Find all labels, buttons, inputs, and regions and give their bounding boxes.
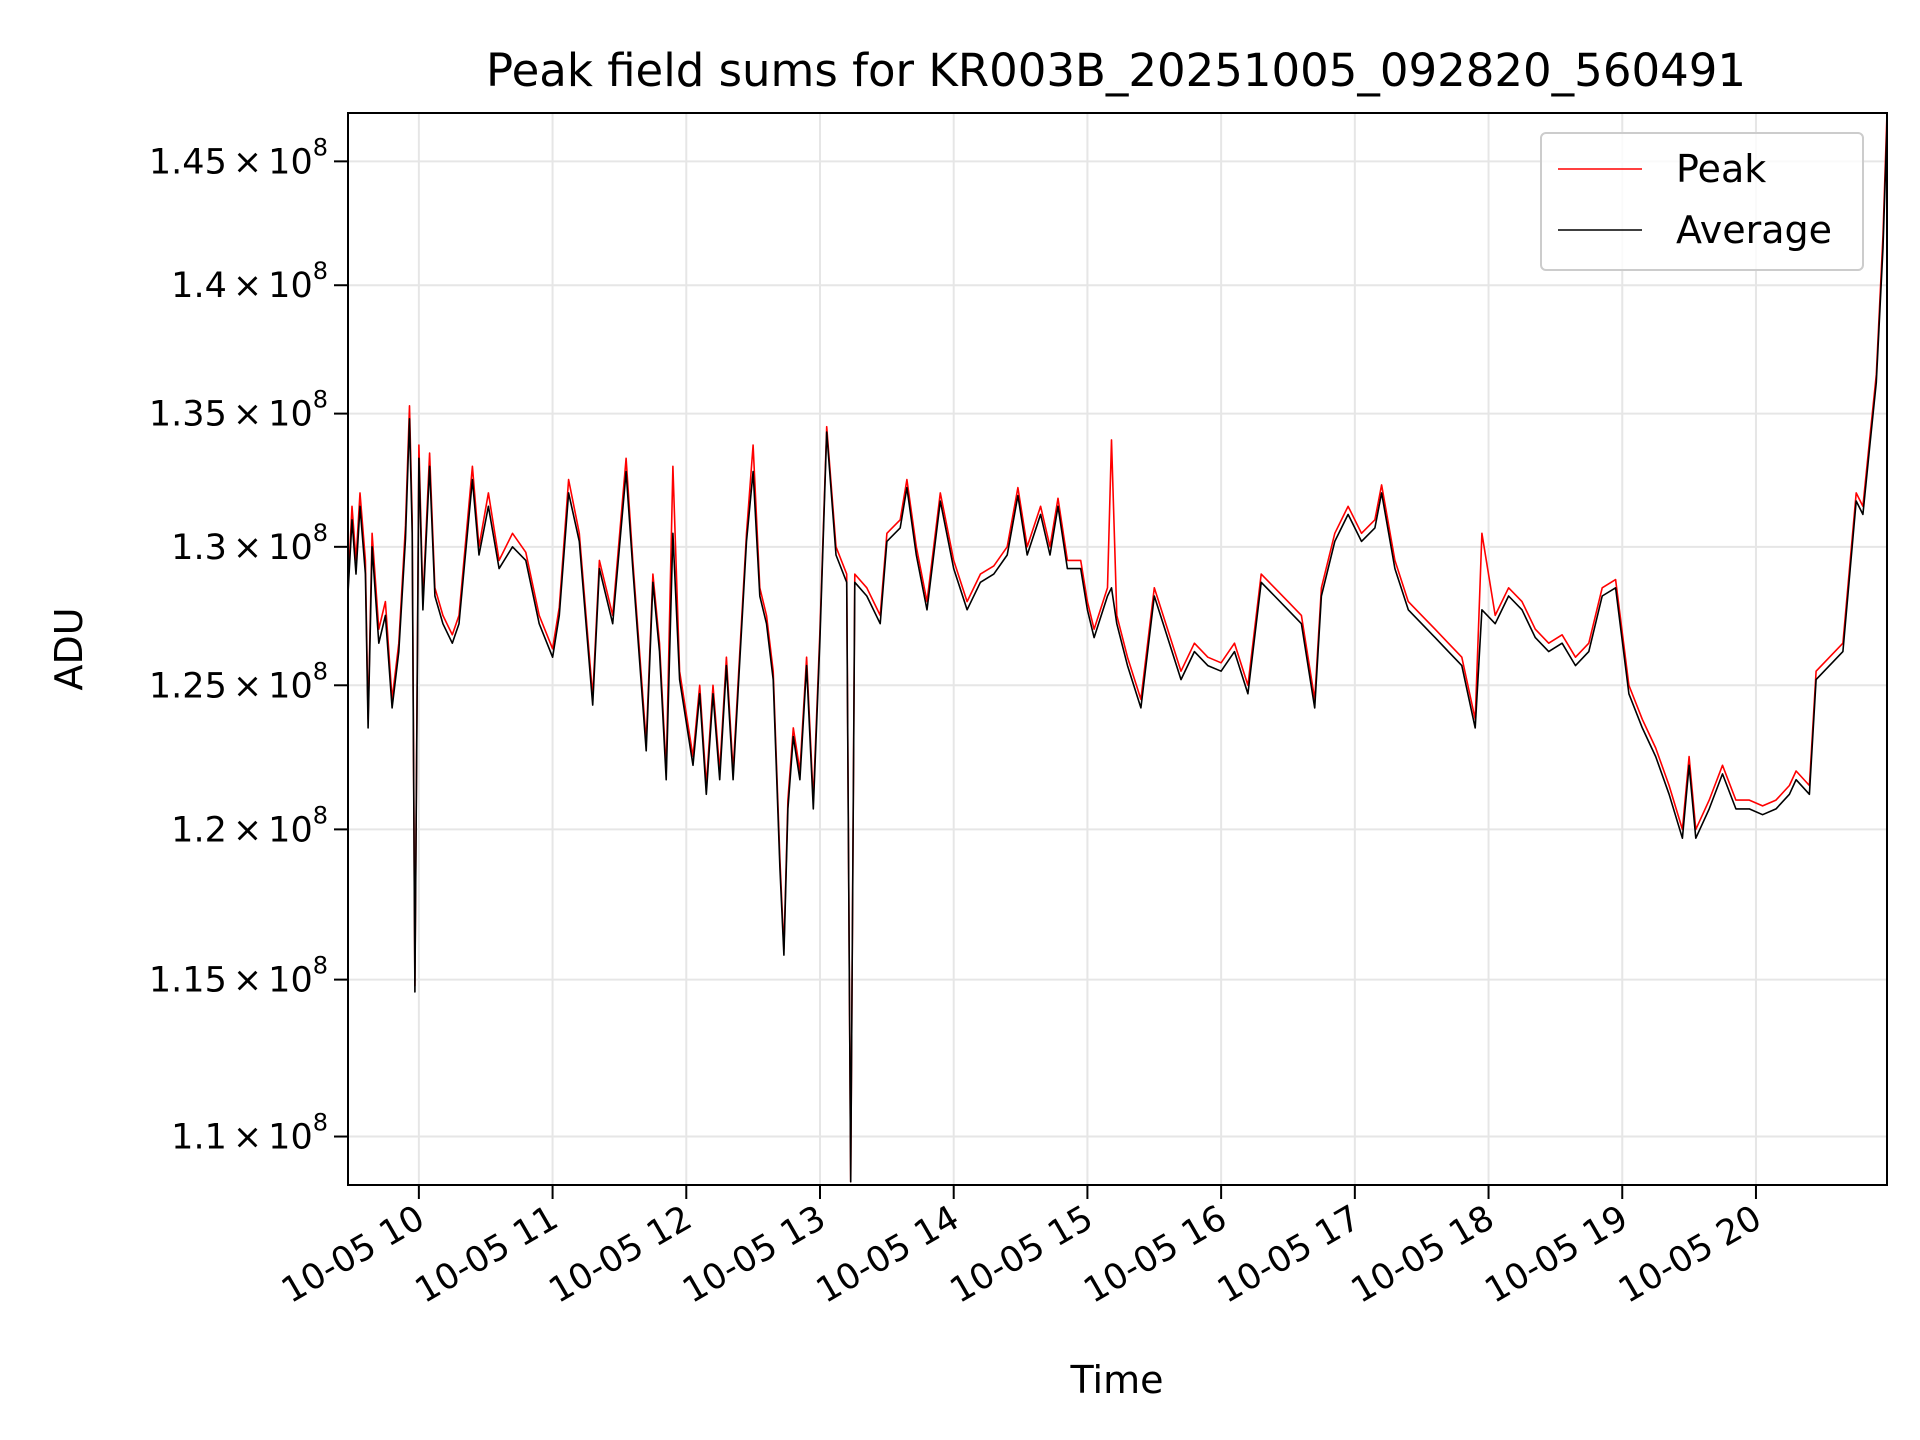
y-tick-exponent: 8: [313, 952, 328, 980]
y-tick-mantissa: 1.25: [149, 666, 227, 706]
y-tick-times: ×: [233, 395, 262, 435]
y-tick-mantissa: 1.1: [171, 1118, 227, 1158]
y-tick-exponent: 8: [313, 801, 328, 829]
y-tick-base: 10: [268, 1118, 313, 1158]
y-tick-base: 10: [268, 666, 313, 706]
y-axis-label: ADU: [47, 607, 91, 690]
y-tick-times: ×: [233, 810, 262, 850]
series-line-average: [347, 124, 1888, 1183]
series-layer: [347, 112, 1888, 1183]
y-tick-exponent: 8: [313, 257, 328, 285]
y-tick-exponent: 8: [313, 1109, 328, 1137]
y-tick-label: 1.1 × 108: [171, 1109, 328, 1158]
legend-label-average: Average: [1676, 208, 1832, 252]
y-tick-base: 10: [268, 142, 313, 182]
y-tick-base: 10: [268, 266, 313, 306]
y-tick-label: 1.35 × 108: [149, 386, 328, 435]
y-tick-mantissa: 1.45: [149, 142, 227, 182]
y-tick-mantissa: 1.3: [171, 528, 227, 568]
y-tick-label: 1.3 × 108: [171, 519, 328, 568]
legend-box: [1540, 132, 1864, 271]
series-line-peak: [347, 112, 1888, 1183]
chart-title: Peak field sums for KR003B_20251005_0928…: [486, 44, 1746, 97]
y-tick-exponent: 8: [313, 519, 328, 547]
y-tick-mantissa: 1.4: [171, 266, 227, 306]
y-tick-exponent: 8: [313, 133, 328, 161]
y-tick-times: ×: [233, 528, 262, 568]
y-tick-exponent: 8: [313, 386, 328, 414]
y-tick-times: ×: [233, 666, 262, 706]
y-tick-mantissa: 1.15: [149, 961, 227, 1001]
y-tick-label: 1.2 × 108: [171, 801, 328, 850]
y-tick-label: 1.15 × 108: [149, 952, 328, 1001]
y-tick-base: 10: [268, 395, 313, 435]
y-tick-mantissa: 1.35: [149, 395, 227, 435]
y-tick-base: 10: [268, 810, 313, 850]
x-axis-label: Time: [1070, 1358, 1164, 1402]
legend: Peak Average: [1540, 132, 1864, 271]
y-tick-times: ×: [233, 1118, 262, 1158]
y-tick-label: 1.25 × 108: [149, 657, 328, 706]
y-tick-base: 10: [268, 528, 313, 568]
y-tick-times: ×: [233, 961, 262, 1001]
y-tick-label: 1.4 × 108: [171, 257, 328, 306]
y-tick-times: ×: [233, 142, 262, 182]
y-tick-base: 10: [268, 961, 313, 1001]
y-tick-times: ×: [233, 266, 262, 306]
legend-label-peak: Peak: [1676, 147, 1766, 191]
y-tick-mantissa: 1.2: [171, 810, 227, 850]
plot-frame: [347, 112, 1888, 1186]
y-tick-label: 1.45 × 108: [149, 133, 328, 182]
y-tick-exponent: 8: [313, 657, 328, 685]
